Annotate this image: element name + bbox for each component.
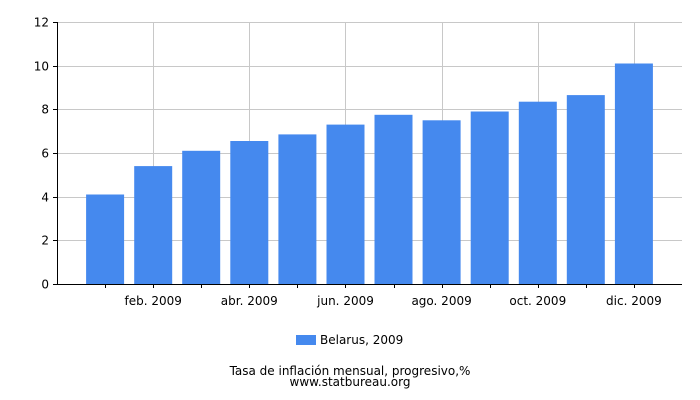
bar-7 [374, 114, 413, 284]
bar-4 [230, 141, 269, 284]
legend-swatch [296, 335, 316, 345]
bar-2 [134, 166, 173, 284]
chart-source: www.statbureau.org [289, 375, 411, 389]
bar-6 [326, 124, 365, 284]
x-tick-label: dic. 2009 [606, 294, 662, 308]
y-tick-label: 4 [41, 191, 49, 205]
y-tick-label: 2 [41, 234, 49, 248]
y-tick-label: 6 [41, 147, 49, 161]
bar-3 [182, 150, 221, 284]
y-tick-label: 12 [34, 16, 49, 30]
bar-12 [614, 63, 653, 284]
legend: Belarus, 2009 [296, 333, 403, 347]
y-tick-label: 0 [41, 278, 49, 292]
bar-9 [470, 111, 509, 284]
x-tick-label: jun. 2009 [316, 294, 374, 308]
bar-8 [422, 120, 461, 285]
legend-label: Belarus, 2009 [320, 333, 404, 347]
chart-title: Tasa de inflación mensual, progresivo,% [229, 364, 471, 378]
bar-1 [86, 194, 125, 284]
x-tick-label: abr. 2009 [221, 294, 278, 308]
y-tick-label: 8 [41, 103, 49, 117]
x-tick-label: feb. 2009 [124, 294, 181, 308]
x-tick-label: ago. 2009 [411, 294, 471, 308]
bar-10 [518, 101, 557, 284]
bar-11 [566, 95, 605, 284]
x-tick-label: oct. 2009 [509, 294, 566, 308]
bar-5 [278, 134, 317, 284]
y-tick-label: 10 [34, 60, 49, 74]
